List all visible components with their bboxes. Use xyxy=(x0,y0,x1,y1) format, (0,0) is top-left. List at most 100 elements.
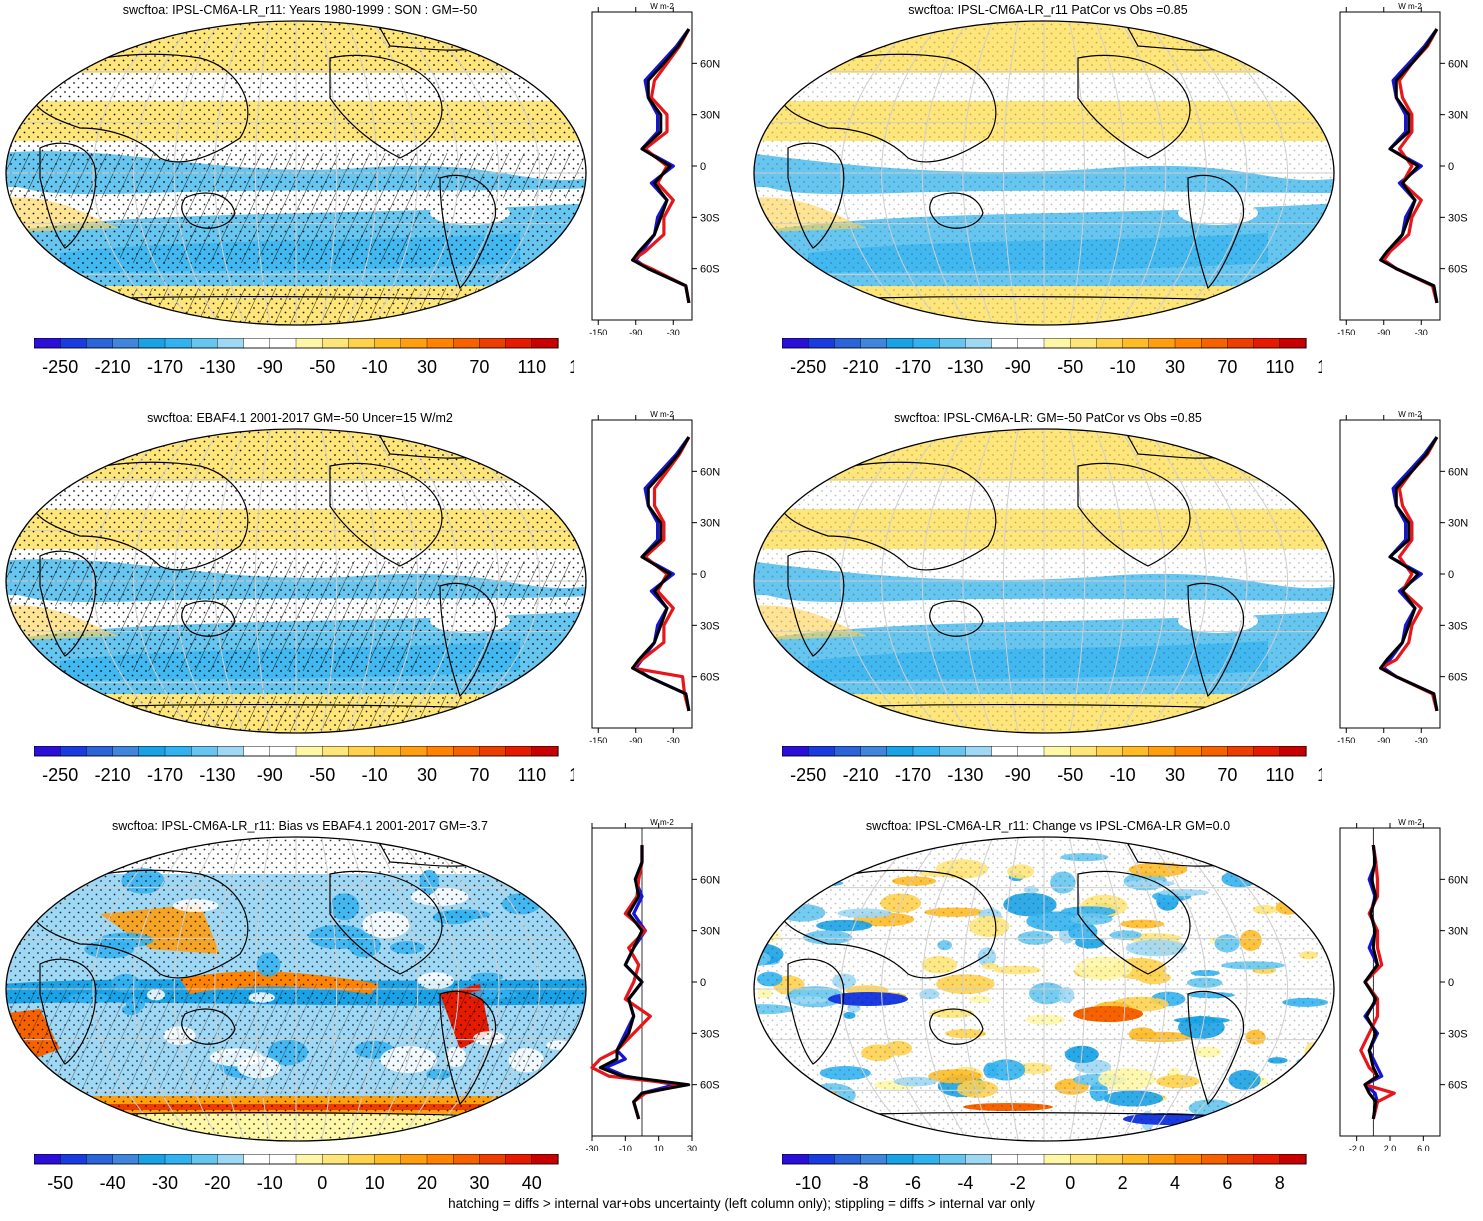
colorbar-tick-label: -170 xyxy=(147,765,183,785)
colorbar-swatch xyxy=(965,338,993,349)
colorbar-swatch xyxy=(190,338,218,349)
zonal-xtick-label: -2.0 xyxy=(1349,1144,1365,1151)
colorbar-swatch xyxy=(1148,1154,1176,1165)
colorbar-tick-label: -170 xyxy=(895,357,931,377)
zonal-lat-label: 30N xyxy=(700,518,720,530)
map-frame xyxy=(5,836,587,1142)
colorbar-swatch xyxy=(834,746,862,757)
colorbar-swatch xyxy=(217,1154,245,1165)
colorbar-swatch xyxy=(531,746,559,757)
colorbar-swatch xyxy=(138,1154,166,1165)
colorbar-swatch xyxy=(965,1154,993,1165)
colorbar-swatch xyxy=(112,338,140,349)
zonal-lat-label: 30N xyxy=(1448,110,1468,122)
colorbar-tick-label: -130 xyxy=(947,765,983,785)
colorbar-tick-label: 110 xyxy=(517,765,546,785)
colorbar-swatch xyxy=(886,338,914,349)
panel-title: swcftoa: EBAF4.1 2001-2017 GM=-50 Uncer=… xyxy=(147,411,453,425)
colorbar-swatch xyxy=(991,338,1019,349)
zonal-lat-label: 0 xyxy=(700,569,706,581)
colorbar-swatch xyxy=(34,746,61,757)
colorbar-tick-label: 110 xyxy=(517,357,546,377)
zonal-lat-label: 60N xyxy=(1448,874,1468,886)
colorbar-swatch xyxy=(34,1154,61,1165)
panel-title: swcftoa: IPSL-CM6A-LR_r11: Years 1980-19… xyxy=(122,3,478,17)
colorbar-tick-label: -10 xyxy=(362,357,388,377)
colorbar-swatch xyxy=(1043,338,1071,349)
colorbar-tick-label: -90 xyxy=(1005,765,1031,785)
colorbar-tick-label: -10 xyxy=(362,765,388,785)
colorbar-swatch xyxy=(1017,1154,1045,1165)
colorbar-tick-label: -50 xyxy=(47,1173,73,1193)
colorbar-tick-label: -90 xyxy=(257,357,283,377)
zonal-lat-label: 60S xyxy=(1448,672,1468,684)
zonal-xtick-label: -30 xyxy=(585,1144,598,1151)
colorbar-swatch xyxy=(860,338,888,349)
colorbar-swatch xyxy=(965,746,993,757)
zonal-series-model_black xyxy=(1363,844,1379,1120)
zonal-lat-label: 60N xyxy=(700,58,720,70)
map-plot xyxy=(753,428,1335,734)
zonal-xtick-label: 30 xyxy=(687,1144,697,1151)
colorbar-tick-label: -210 xyxy=(843,765,879,785)
zonal-lat-label: 0 xyxy=(700,161,706,173)
colorbar-swatch xyxy=(295,1154,323,1165)
colorbar-swatch xyxy=(322,338,350,349)
map-frame xyxy=(753,836,1335,1142)
south-america-outline xyxy=(439,990,497,1106)
colorbar-swatch xyxy=(1201,746,1229,757)
colorbar-swatch xyxy=(138,338,166,349)
colorbar-swatch xyxy=(912,1154,940,1165)
colorbar-tick-label: -50 xyxy=(309,765,335,785)
colorbar-tick-label: -50 xyxy=(1057,357,1083,377)
colorbar-swatch xyxy=(1279,746,1307,757)
colorbar-swatch xyxy=(782,746,809,757)
colorbar-swatch xyxy=(86,338,114,349)
colorbar-tick-label: -20 xyxy=(204,1173,230,1193)
colorbar-swatch xyxy=(374,1154,402,1165)
colorbar-tick-label: -10 xyxy=(795,1173,821,1193)
colorbar-swatch xyxy=(295,746,323,757)
australia-outline xyxy=(929,192,984,229)
colorbar-tick-label: 70 xyxy=(469,765,489,785)
colorbar-swatch xyxy=(374,338,402,349)
colorbar-tick-label: 30 xyxy=(1165,357,1185,377)
colorbar-swatch xyxy=(400,746,428,757)
colorbar-tick-label: 150 xyxy=(569,765,574,785)
zonal-xtick-label: 10 xyxy=(654,1144,664,1151)
zonal-series-model_black xyxy=(1379,28,1439,304)
colorbar-swatch xyxy=(505,1154,533,1165)
australia-outline xyxy=(181,1008,236,1045)
colorbar-swatch xyxy=(112,1154,140,1165)
zonal-mean-plot: -150 -90 -30 W m-2 60N 30N 0 30S 60S xyxy=(589,410,720,743)
zonal-series-model_red xyxy=(631,436,691,712)
colorbar-swatch xyxy=(60,338,88,349)
colorbar-swatch xyxy=(808,1154,836,1165)
zonal-xtick-label: -90 xyxy=(629,736,642,743)
map-plot xyxy=(753,20,1335,326)
colorbar-swatch xyxy=(1122,338,1150,349)
zonal-lat-label: 0 xyxy=(1448,161,1454,173)
panel-2: swcftoa: IPSL-CM6A-LR_r11 PatCor vs Obs … xyxy=(748,0,1483,405)
south-america-outline xyxy=(439,582,497,698)
zonal-unit-label: W m-2 xyxy=(1398,818,1422,827)
colorbar-tick-label: -10 xyxy=(257,1173,283,1193)
colorbar-swatch xyxy=(86,1154,114,1165)
zonal-series-model_red xyxy=(1382,28,1439,304)
colorbar-tick-label: 110 xyxy=(1265,765,1294,785)
map-frame xyxy=(5,428,587,734)
colorbar-tick-label: -4 xyxy=(957,1173,973,1193)
australia-outline xyxy=(929,1008,984,1045)
colorbar-swatch xyxy=(426,1154,454,1165)
colorbar-swatch xyxy=(912,338,940,349)
colorbar-swatch xyxy=(834,1154,862,1165)
colorbar-tick-label: 10 xyxy=(365,1173,385,1193)
colorbar-swatch xyxy=(1096,1154,1124,1165)
zonal-frame xyxy=(1339,419,1441,729)
colorbar-swatch xyxy=(1227,1154,1255,1165)
zonal-lat-label: 30N xyxy=(700,926,720,938)
zonal-lat-label: 30S xyxy=(1448,1028,1468,1040)
colorbar-swatch xyxy=(1043,746,1071,757)
colorbar-swatch xyxy=(938,1154,966,1165)
colorbar-tick-label: 30 xyxy=(1165,765,1185,785)
